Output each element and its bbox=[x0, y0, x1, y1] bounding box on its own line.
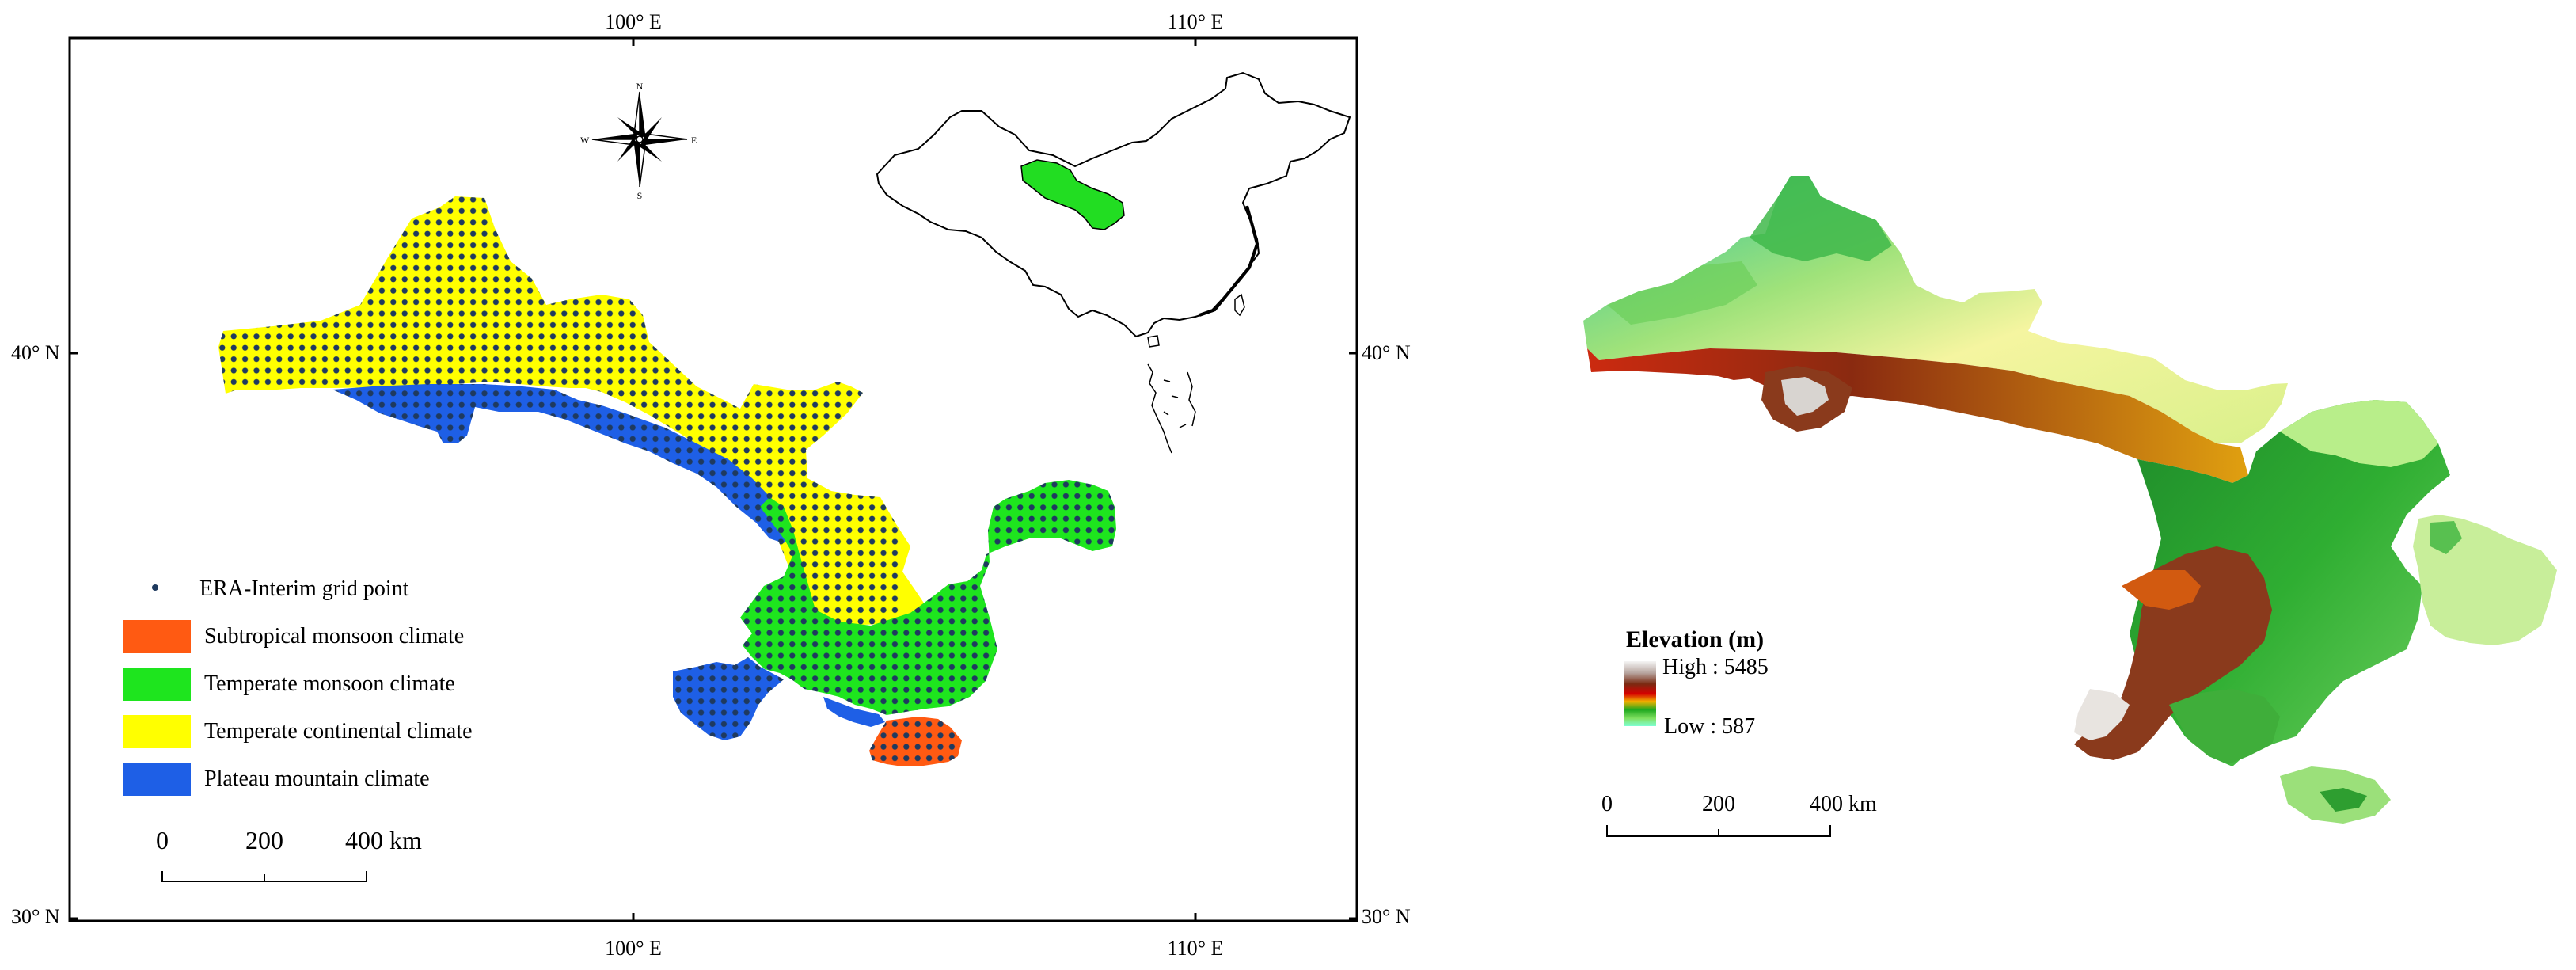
grid-point-symbol bbox=[152, 584, 158, 591]
elevation-map: Elevation (m) High : 5485 Low : 587 0 20… bbox=[1583, 176, 2557, 837]
legend-plateau-mountain: Plateau mountain climate bbox=[204, 766, 430, 791]
region-subtropical-monsoon bbox=[869, 717, 962, 766]
hainan-island bbox=[1147, 335, 1160, 348]
scale-left-0: 0 bbox=[156, 826, 169, 854]
climate-map: 100° E 110° E 100° E 110° E 40° N 30° N … bbox=[11, 10, 1411, 960]
coord-left-30n: 30° N bbox=[11, 905, 60, 928]
elevation-legend-high: High : 5485 bbox=[1662, 655, 1769, 679]
legend-temperate-continental: Temperate continental climate bbox=[204, 719, 473, 744]
scale-left-400: 400 km bbox=[345, 826, 422, 854]
coord-bottom-110e: 110° E bbox=[1168, 937, 1224, 960]
elevation-color-ramp bbox=[1624, 661, 1656, 726]
scale-bar-left: 0 200 400 km bbox=[156, 826, 422, 882]
legend-subtropical-monsoon: Subtropical monsoon climate bbox=[204, 624, 464, 649]
taiwan-island bbox=[1234, 293, 1245, 317]
compass-n: N bbox=[636, 81, 644, 92]
legend-grid-point: ERA-Interim grid point bbox=[199, 576, 409, 601]
gansu-highlight bbox=[1020, 159, 1125, 230]
frame-ticks bbox=[70, 38, 1357, 921]
coord-right-40n: 40° N bbox=[1362, 341, 1411, 364]
elevation-terrain bbox=[1583, 176, 2557, 824]
compass-rose-icon: N S E W bbox=[580, 81, 697, 201]
swatch-subtropical-monsoon bbox=[123, 620, 191, 653]
coord-top-110e: 110° E bbox=[1168, 10, 1224, 33]
legend-temperate-monsoon: Temperate monsoon climate bbox=[204, 671, 455, 696]
scale-left-200: 200 bbox=[245, 826, 283, 854]
elevation-legend-low: Low : 587 bbox=[1664, 714, 1755, 739]
elevation-legend-title: Elevation (m) bbox=[1626, 626, 1764, 652]
swatch-temperate-continental bbox=[123, 715, 191, 748]
south-sea-islands bbox=[1147, 363, 1196, 454]
coord-top-100e: 100° E bbox=[605, 10, 662, 33]
elevation-legend: Elevation (m) High : 5485 Low : 587 bbox=[1624, 626, 1769, 739]
china-inset-map bbox=[876, 71, 1351, 454]
compass-s: S bbox=[637, 190, 643, 201]
climate-legend: ERA-Interim grid point Subtropical monso… bbox=[123, 576, 473, 796]
compass-w: W bbox=[580, 135, 590, 146]
swatch-temperate-monsoon bbox=[123, 668, 191, 701]
scale-right-200: 200 bbox=[1702, 792, 1735, 816]
scale-right-400: 400 km bbox=[1810, 792, 1877, 816]
coord-right-30n: 30° N bbox=[1362, 905, 1411, 928]
scale-right-0: 0 bbox=[1601, 792, 1613, 816]
swatch-plateau-mountain bbox=[123, 763, 191, 796]
coord-bottom-100e: 100° E bbox=[605, 937, 662, 960]
scale-bar-right: 0 200 400 km bbox=[1601, 792, 1877, 837]
compass-e: E bbox=[691, 135, 697, 146]
coord-left-40n: 40° N bbox=[11, 341, 60, 364]
coastline bbox=[1199, 205, 1260, 317]
